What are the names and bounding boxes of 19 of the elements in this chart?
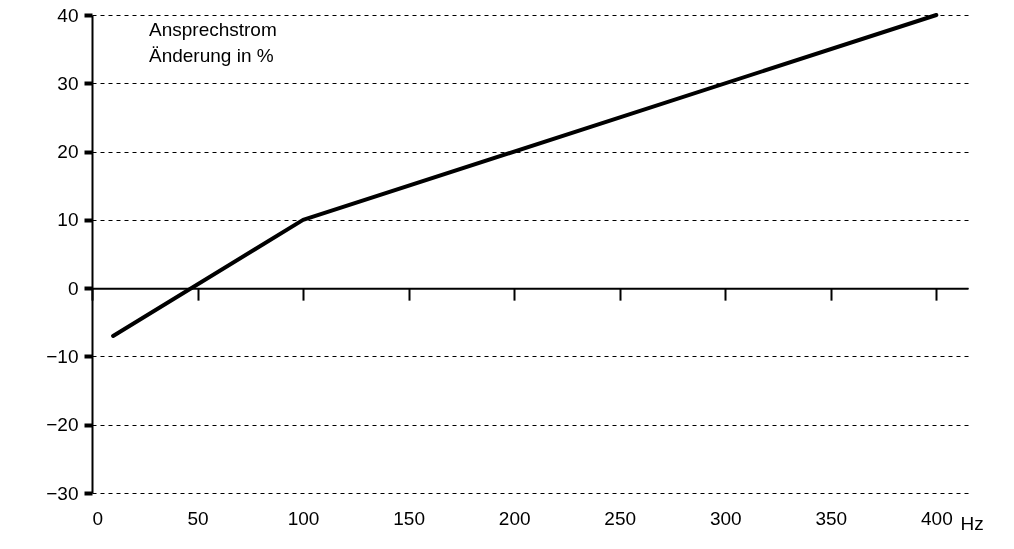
x-tick-label: 0 <box>92 507 104 529</box>
y-tick-label: −30 <box>46 482 79 504</box>
x-tick-label: 350 <box>815 507 848 529</box>
x-tick-label: 200 <box>498 507 531 529</box>
x-tick-label: 300 <box>709 507 742 529</box>
y-tick-label: −20 <box>46 414 79 436</box>
y-tick-label: −10 <box>46 345 79 367</box>
y-tick-label: 30 <box>57 72 79 94</box>
x-tick-label: 250 <box>604 507 637 529</box>
y-tick-label: 20 <box>57 141 79 163</box>
x-tick-label: 50 <box>187 507 209 529</box>
x-tick-label: 400 <box>920 507 953 529</box>
y-tick-label: 0 <box>67 277 79 299</box>
x-tick-label: 100 <box>287 507 320 529</box>
x-tick-label: 150 <box>393 507 425 529</box>
x-axis-title: Hz <box>960 512 984 534</box>
y-axis-title: Ansprechstrom Änderung in % <box>149 19 277 66</box>
y-tick-label: 40 <box>57 4 79 26</box>
y-tick-label: 10 <box>57 209 79 231</box>
